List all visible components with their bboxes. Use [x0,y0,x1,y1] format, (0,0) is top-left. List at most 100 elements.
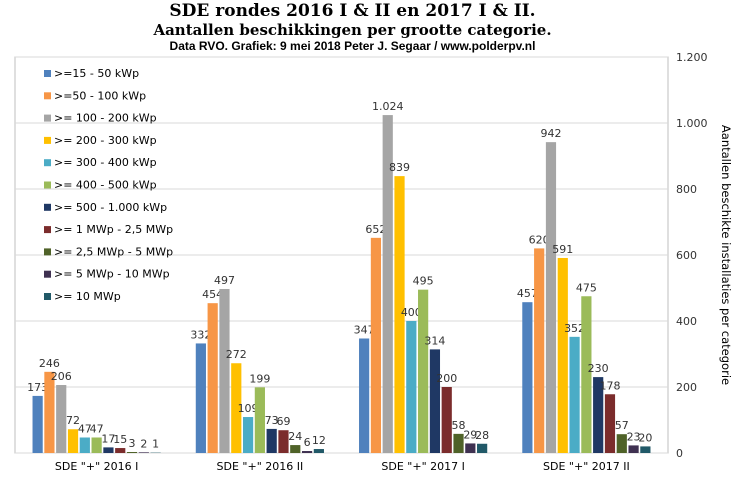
data-label: 2 [140,437,147,450]
y-tick-label: 200 [676,381,697,394]
y-axis-label: Aantallen beschikte installaties per cat… [719,125,733,385]
data-label: 475 [576,281,597,294]
data-label: 497 [214,274,235,287]
data-label: 29 [463,428,477,441]
bar [115,448,126,453]
legend-swatch [44,248,51,256]
legend-swatch [44,159,51,167]
bar [545,142,557,453]
data-label: 347 [354,323,375,336]
legend-swatch [44,181,51,189]
x-tick-label: SDE "+" 2016 I [55,460,138,473]
data-label: 58 [452,419,466,432]
data-label: 942 [540,127,561,140]
bar [569,336,580,453]
bar [290,445,301,453]
legend-swatch [44,92,51,100]
chart-title-block: SDE rondes 2016 I & II en 2017 I & II. A… [0,1,705,54]
x-tick-label: SDE "+" 2016 II [217,460,304,473]
legend-label: >=15 - 50 kWp [54,67,139,80]
data-label: 47 [78,422,92,435]
legend-swatch [44,136,51,144]
bar [278,430,289,453]
y-tick-label: 800 [676,183,697,196]
bar [44,371,55,453]
legend-label: >= 400 - 500 kWp [54,179,157,192]
bar [313,449,324,453]
bar [242,417,254,453]
bar [91,437,102,453]
legend-label: >= 100 - 200 kWp [54,112,157,125]
x-tick-label: SDE "+" 2017 I [381,460,464,473]
legend-label: >=50 - 100 kWp [54,89,146,102]
bar [394,176,405,453]
chart-source-note: Data RVO. Grafiek: 9 mei 2018 Peter J. S… [169,39,536,53]
data-label: 109 [238,402,259,415]
bar [219,288,230,453]
data-label: 6 [304,436,311,449]
bar [126,452,138,453]
bar [103,447,114,453]
y-tick-label: 0 [676,447,683,460]
data-label: 1.024 [372,100,404,113]
bar [406,321,417,453]
bar [67,429,79,453]
bar [441,387,452,453]
legend-swatch [44,70,51,77]
data-label: 47 [90,422,104,435]
bar [231,363,242,453]
data-label: 246 [39,357,60,370]
bar [593,377,604,453]
legend-swatch [44,226,51,234]
data-label: 23 [627,430,641,443]
x-tick-label: SDE "+" 2017 II [543,460,630,473]
bar [254,387,265,453]
bar [370,237,382,453]
data-label: 3 [129,437,136,450]
data-label: 57 [615,419,629,432]
data-label: 73 [265,414,279,427]
y-tick-label: 600 [676,249,697,262]
data-label: 352 [564,322,585,335]
data-label: 15 [113,433,127,446]
legend-swatch [44,203,51,211]
bar [628,445,639,453]
y-tick-label: 1.200 [676,51,708,64]
data-label: 272 [226,348,247,361]
bar [266,428,277,453]
y-tick-label: 400 [676,315,697,328]
bar [522,302,533,453]
data-label: 28 [475,429,489,442]
data-label: 839 [389,161,410,174]
bar [534,248,545,453]
legend-swatch [44,293,51,300]
legend-label: >= 200 - 300 kWp [54,134,157,147]
bar [32,395,43,453]
bar [138,452,149,453]
data-label: 620 [529,233,550,246]
chart-title: SDE rondes 2016 I & II en 2017 I & II. [169,1,536,21]
data-label: 173 [27,381,48,394]
bar [604,394,616,453]
bar [453,433,464,453]
data-label: 332 [190,328,211,341]
bar [56,385,67,453]
y-tick-label: 1.000 [676,117,708,130]
bar [418,289,429,453]
bar [477,443,488,453]
legend-label: >= 500 - 1.000 kWp [54,201,167,214]
bar [301,451,313,453]
data-label: 24 [288,430,302,443]
bar [79,437,90,453]
bar [616,434,627,453]
data-label: 200 [436,372,457,385]
data-label: 178 [599,379,620,392]
data-label: 495 [413,275,434,288]
legend-label: >= 10 MWp [54,290,121,303]
legend-label: >= 1 MWp - 2,5 MWp [54,223,173,236]
bar [465,443,476,453]
data-label: 1 [152,438,159,451]
data-label: 314 [424,334,445,347]
